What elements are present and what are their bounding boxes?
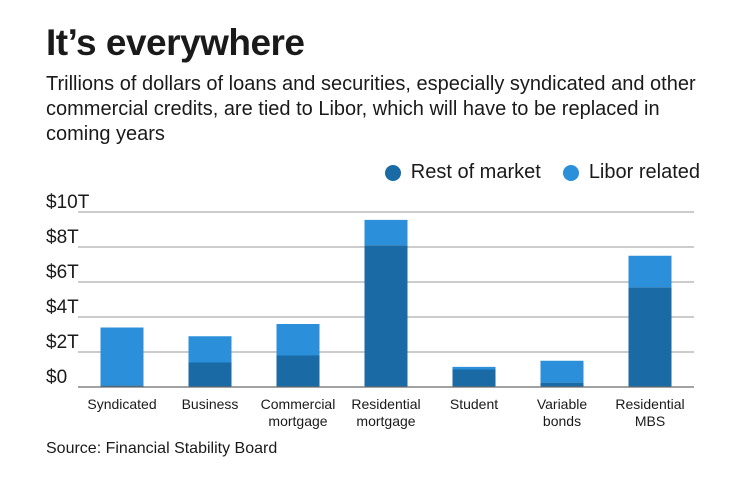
bar-segment-rest-of-market xyxy=(188,362,232,387)
legend: Rest of market Libor related xyxy=(384,161,700,184)
x-category-label: Student xyxy=(450,396,498,412)
bar-segment-rest-of-market xyxy=(628,287,672,387)
chart-subtitle: Trillions of dollars of loans and securi… xyxy=(46,73,696,145)
bar-segment-libor-related xyxy=(540,360,584,383)
bar-segment-rest-of-market xyxy=(276,355,320,387)
chart-title: It’s everywhere xyxy=(46,22,305,63)
x-category-label: Residential xyxy=(351,396,420,412)
y-tick-label: $4T xyxy=(46,297,79,318)
x-category-label: mortgage xyxy=(356,413,415,429)
x-category-label: Business xyxy=(182,396,239,412)
x-category-label: bonds xyxy=(543,413,581,429)
legend-label-libor-related: Libor related xyxy=(588,161,700,183)
bar-segment-libor-related xyxy=(100,327,144,386)
legend-item-rest-of-market: Rest of market xyxy=(384,161,541,184)
y-tick-label: $2T xyxy=(46,332,79,353)
bar-segment-libor-related xyxy=(276,324,320,356)
x-category-label: Residential xyxy=(615,396,684,412)
bar-segment-libor-related xyxy=(364,219,408,246)
bar-segment-rest-of-market xyxy=(364,245,408,387)
x-category-label: Variable xyxy=(537,396,588,412)
y-tick-label: $6T xyxy=(46,262,79,283)
bar-segment-libor-related xyxy=(628,255,672,288)
source-note: Source: Financial Stability Board xyxy=(46,440,278,457)
x-category-label: MBS xyxy=(635,413,665,429)
bar-segment-libor-related xyxy=(188,336,232,363)
y-tick-label: $8T xyxy=(46,227,79,248)
legend-swatch-rest-of-market xyxy=(384,164,401,181)
bar-segment-rest-of-market xyxy=(540,382,584,387)
x-category-label: Syndicated xyxy=(87,396,156,412)
bar-segment-rest-of-market xyxy=(452,369,496,387)
x-category-label: Commercial xyxy=(261,396,336,412)
x-category-label: mortgage xyxy=(268,413,327,429)
legend-label-rest-of-market: Rest of market xyxy=(410,161,541,183)
bar-segment-rest-of-market xyxy=(100,385,144,387)
y-tick-label: $0 xyxy=(46,367,67,388)
legend-swatch-libor-related xyxy=(562,164,579,181)
legend-item-libor-related: Libor related xyxy=(562,161,700,184)
bar-segment-libor-related xyxy=(452,366,496,370)
y-tick-label: $10T xyxy=(46,192,90,213)
